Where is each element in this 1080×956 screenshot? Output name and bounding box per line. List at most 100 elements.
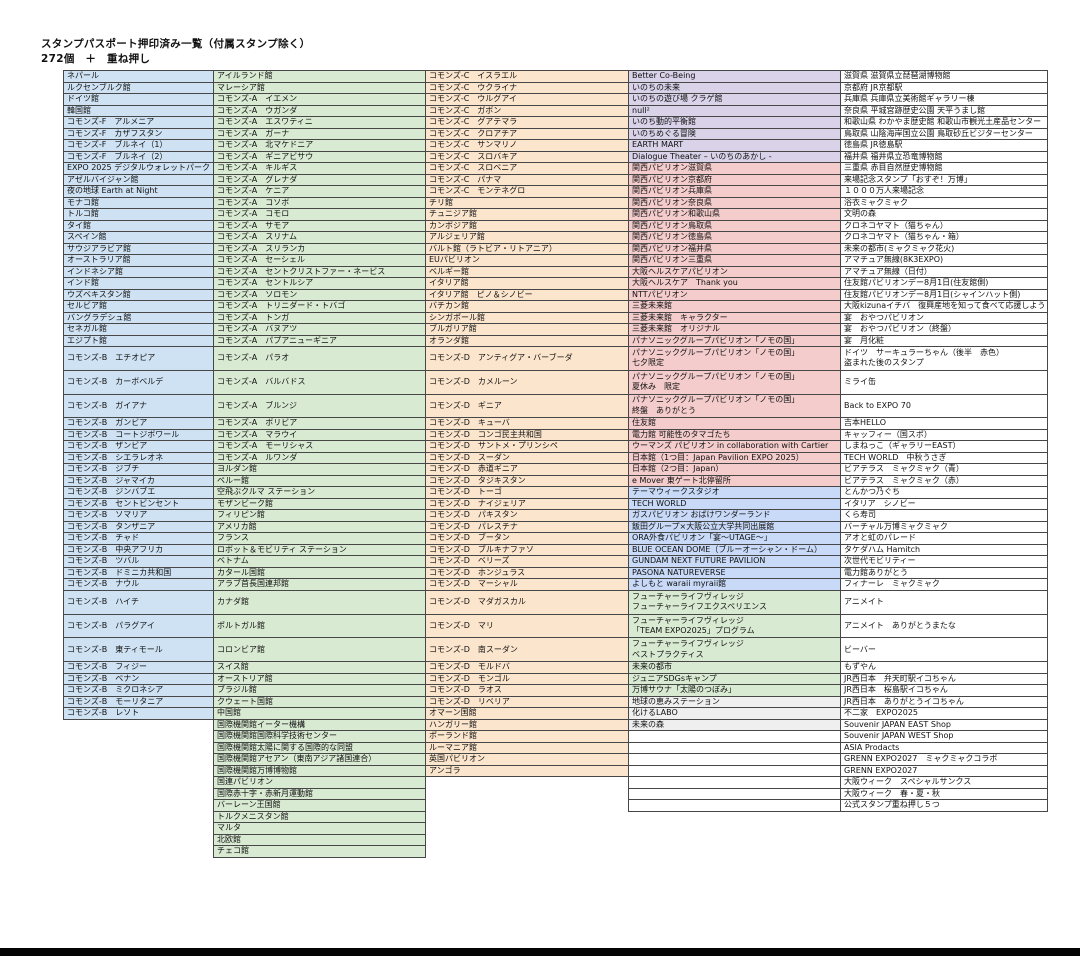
table-cell[interactable]: オランダ館 [425, 334, 629, 347]
table-cell[interactable]: コモンズ-A パプアニューギニア [213, 334, 426, 347]
table-cell[interactable]: コモンズ-D パレスチナ [425, 520, 629, 534]
table-cell[interactable]: コモンズ-B ガイアナ [63, 393, 214, 419]
table-cell[interactable]: コモンズ-A サモア [213, 219, 426, 232]
table-cell[interactable]: スペイン館 [63, 231, 214, 244]
table-cell[interactable]: バーレーン王国館 [213, 799, 426, 812]
table-cell[interactable]: ペルー館 [213, 474, 426, 488]
table-cell[interactable]: コモンズ-A セントルシア [213, 277, 426, 290]
table-cell[interactable]: ポルトガル館 [213, 613, 426, 639]
table-cell[interactable]: 関西パビリオン兵庫県 [628, 185, 841, 198]
table-cell[interactable]: コモンズ-D パキスタン [425, 509, 629, 522]
table-cell[interactable]: 中国館 [213, 707, 426, 720]
table-cell[interactable]: コモンズ-C イスラエル [425, 70, 629, 83]
table-cell[interactable]: イタリア シノビー [839, 497, 1049, 511]
table-cell[interactable]: ASIA Prodacts [839, 741, 1049, 755]
table-cell[interactable]: コモンズ-D コンゴ民主共和国 [425, 428, 629, 442]
table-cell[interactable]: ネパール [63, 70, 214, 83]
table-cell[interactable]: マレーシア館 [213, 81, 426, 94]
table-cell[interactable]: コモンズ-A キルギス [213, 162, 426, 175]
table-cell[interactable]: コモンズ-B ドミニカ共和国 [63, 566, 214, 580]
table-cell[interactable]: コモンズ-B セントビンセント [63, 497, 214, 511]
table-cell[interactable]: 徳島県 JR徳島駅 [839, 139, 1049, 152]
table-cell[interactable]: 関西パビリオン滋賀県 [628, 162, 841, 175]
table-cell[interactable]: ウーマンズ パビリオン in collaboration with Cartie… [628, 440, 841, 453]
table-cell[interactable]: ベトナム [213, 555, 426, 568]
table-cell[interactable]: フィナーレ ミャクミャク [839, 578, 1049, 591]
table-cell[interactable]: 大阪ウィーク 春・夏・秋 [839, 787, 1049, 801]
table-cell[interactable]: 住友館パビリオンデー8月1日(シャインハット側) [839, 288, 1049, 301]
table-cell[interactable]: テーマウィークスタジオ [628, 486, 841, 499]
table-cell[interactable]: 大阪ウィーク スペシャルサンクス [839, 776, 1049, 789]
table-cell[interactable]: コモンズ-A ウガンダ [213, 104, 426, 117]
table-cell[interactable]: コモンズ-A モーリシャス [213, 440, 426, 453]
table-cell[interactable]: バングラデシュ館 [63, 311, 214, 324]
table-cell[interactable]: コモンズ-B ナウル [63, 578, 214, 591]
table-cell[interactable]: アゼルバイジャン館 [63, 173, 214, 186]
table-cell[interactable]: フューチャーライフヴィレッジ フューチャーライフエクスペリエンス [628, 589, 841, 615]
table-cell[interactable]: オーストラリア館 [63, 254, 214, 267]
table-cell[interactable]: e Mover 東ゲート北停留所 [628, 474, 841, 488]
table-cell[interactable]: コモンズ-A スリランカ [213, 242, 426, 255]
table-cell[interactable]: コモンズ-C ウクライナ [425, 81, 629, 94]
table-cell[interactable]: コモンズ-A トリニダード・トバゴ [213, 300, 426, 313]
table-cell[interactable]: 万博サウナ「太陽のつぼみ」 [628, 684, 841, 697]
table-cell[interactable] [628, 741, 841, 755]
table-cell[interactable]: Back to EXPO 70 [839, 393, 1049, 419]
table-cell[interactable]: くら寿司 [839, 509, 1049, 522]
table-cell[interactable]: いのちの遊び場 クラゲ館 [628, 93, 841, 106]
table-cell[interactable]: コモンズ-A 北マケドニア [213, 139, 426, 152]
table-cell[interactable]: ルーマニア館 [425, 741, 629, 755]
table-cell[interactable]: いのち動的平衡館 [628, 116, 841, 129]
table-cell[interactable]: 文明の森 [839, 208, 1049, 221]
table-cell[interactable]: 京都府 JR京都駅 [839, 81, 1049, 94]
table-cell[interactable]: コモンズ-D モルドバ [425, 661, 629, 674]
table-cell[interactable]: ルクセンブルク館 [63, 81, 214, 94]
table-cell[interactable]: コモンズ-D サントメ・プリンシペ [425, 440, 629, 453]
table-cell[interactable]: コモンズ-D 南スーダン [425, 637, 629, 663]
table-cell[interactable]: アニメイト ありがとうまたな [839, 613, 1049, 639]
table-cell[interactable]: チェコ館 [213, 845, 426, 858]
table-cell[interactable]: PASONA NATUREVERSE [628, 566, 841, 580]
table-cell[interactable]: アンゴラ [425, 764, 629, 778]
table-cell[interactable]: モナコ館 [63, 196, 214, 209]
table-cell[interactable]: 三菱未来館 オリジナル [628, 323, 841, 336]
table-cell[interactable] [628, 753, 841, 766]
table-cell[interactable]: キャッフィー（国スポ） [839, 428, 1049, 442]
table-cell[interactable]: 三重県 赤目自然歴史博物館 [839, 162, 1049, 175]
table-cell[interactable]: ヨルダン館 [213, 463, 426, 476]
table-cell[interactable]: 和歌山県 わかやま歴史館 和歌山市観光土産品センター [839, 116, 1049, 129]
table-cell[interactable]: コモンズ-F カザフスタン [63, 127, 214, 140]
table-cell[interactable]: 電力館ありがとう [839, 566, 1049, 580]
table-cell[interactable]: ビーバー [839, 637, 1049, 663]
table-cell[interactable]: 英国パビリオン [425, 753, 629, 766]
table-cell[interactable]: コモンズ-A トンガ [213, 311, 426, 324]
table-cell[interactable]: コモンズ-A スリナム [213, 231, 426, 244]
table-cell[interactable]: コモンズ-B 中央アフリカ [63, 543, 214, 557]
table-cell[interactable]: ベルギー館 [425, 265, 629, 278]
table-cell[interactable]: コモンズ-B シエラレオネ [63, 451, 214, 465]
table-cell[interactable]: コモンズ-B ジンバブエ [63, 486, 214, 499]
table-cell[interactable]: EXPO 2025 デジタルウォレットパーク [63, 162, 214, 175]
table-cell[interactable]: 関西パビリオン三重県 [628, 254, 841, 267]
table-cell[interactable] [628, 787, 841, 801]
table-cell[interactable]: コモンズ-D ギニア [425, 393, 629, 419]
table-cell[interactable]: 日本館（1つ目：Japan Pavilion EXPO 2025） [628, 451, 841, 465]
table-cell[interactable]: GRENN EXPO2027 [839, 764, 1049, 778]
table-cell[interactable]: コモンズ-F ブルネイ（2） [63, 150, 214, 163]
table-cell[interactable]: 大阪ヘルスケア Thank you [628, 277, 841, 290]
table-cell[interactable]: コモンズ-D マーシャル [425, 578, 629, 591]
table-cell[interactable]: 関西パビリオン奈良県 [628, 196, 841, 209]
table-cell[interactable]: いのちの未来 [628, 81, 841, 94]
table-cell[interactable]: セルビア館 [63, 300, 214, 313]
table-cell[interactable]: コモンズ-A ケニア [213, 185, 426, 198]
table-cell[interactable] [628, 764, 841, 778]
table-cell[interactable]: コモンズ-B レソト [63, 707, 214, 720]
table-cell[interactable]: 住友館 [628, 417, 841, 430]
table-cell[interactable]: コモンズ-B パラグアイ [63, 613, 214, 639]
table-cell[interactable]: 大阪ヘルスケアパビリオン [628, 265, 841, 278]
table-cell[interactable]: コモンズ-D ベリーズ [425, 555, 629, 568]
table-cell[interactable]: 地球の恵みステーション [628, 695, 841, 709]
table-cell[interactable]: クロネコヤマト（猫ちゃん・箱） [839, 231, 1049, 244]
table-cell[interactable]: ロボット＆モビリティ ステーション [213, 543, 426, 557]
table-cell[interactable]: バチカン館 [425, 300, 629, 313]
